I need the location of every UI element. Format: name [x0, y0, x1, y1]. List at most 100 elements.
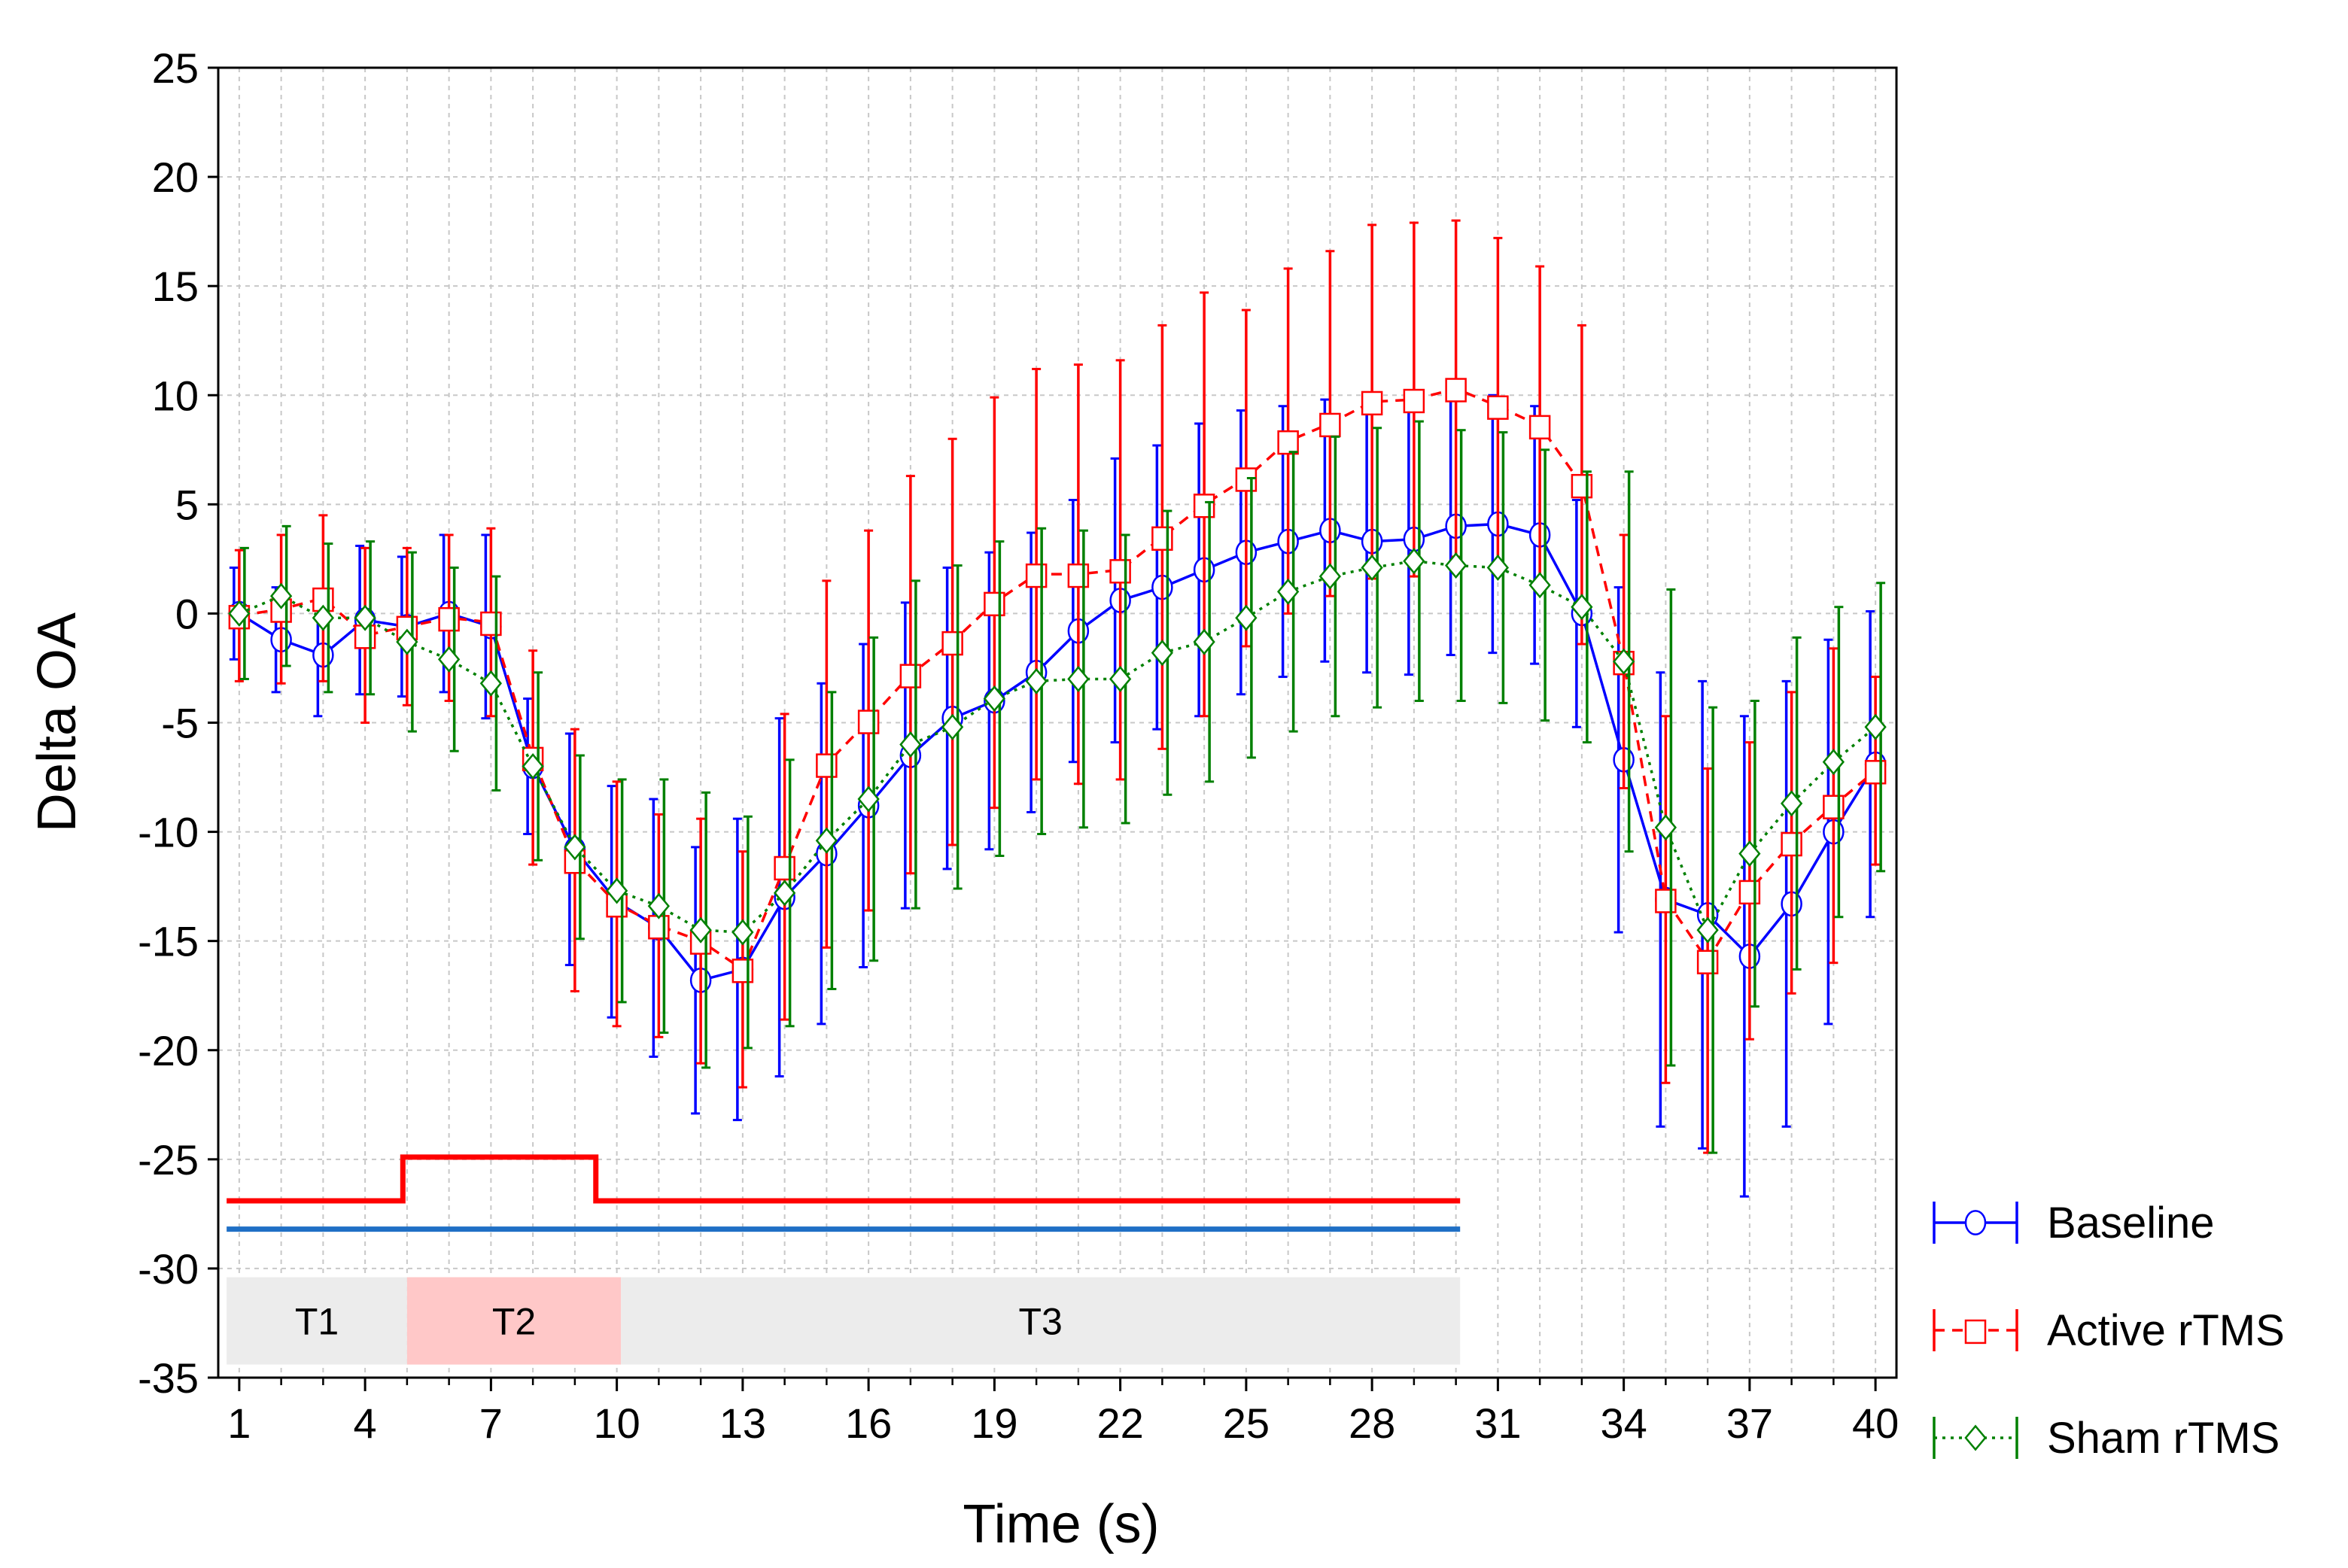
data-point [1403, 548, 1425, 575]
phase-band [406, 1277, 622, 1365]
series-group [228, 219, 1887, 1198]
phase-bands: T1 T2 T3 [227, 1277, 1461, 1365]
phase-label: T1 [295, 1301, 339, 1343]
x-tick-label: 37 [1726, 1399, 1773, 1447]
series-line [238, 522, 1877, 982]
data-point [941, 631, 963, 656]
data-point [773, 880, 796, 907]
x-tick-label: 31 [1474, 1399, 1521, 1447]
data-point [1864, 760, 1887, 785]
legend: Baseline Active rTMS Sham rTMS [1933, 1199, 2285, 1463]
data-point [857, 710, 880, 734]
data-point [1528, 415, 1551, 440]
y-tick-label: 0 [175, 590, 199, 637]
data-point [564, 834, 586, 861]
data-point [1822, 749, 1845, 776]
data-point [984, 591, 1005, 617]
data-point [983, 685, 1006, 713]
y-tick-label: -30 [138, 1245, 199, 1293]
data-point [1964, 1424, 1987, 1451]
series-line [239, 387, 1877, 972]
legend-item: Baseline [1933, 1199, 2214, 1247]
y-tick-label: -15 [138, 918, 199, 965]
data-point [815, 827, 838, 854]
data-point [1445, 378, 1467, 403]
data-point [1738, 880, 1761, 905]
y-tick-label: 10 [152, 372, 199, 419]
y-tick-label: 20 [152, 153, 199, 201]
phase-label: T2 [492, 1301, 536, 1343]
data-point [1277, 430, 1299, 455]
data-point [605, 877, 628, 904]
data-point [1571, 473, 1593, 499]
data-point [269, 582, 293, 609]
y-tick-label: -35 [138, 1354, 199, 1402]
data-point [479, 670, 503, 697]
x-tick-label: 1 [227, 1399, 251, 1447]
legend-label: Baseline [2047, 1199, 2214, 1247]
data-point [1403, 388, 1425, 414]
data-point [1235, 604, 1258, 631]
legend-item: Active rTMS [1933, 1306, 2285, 1355]
data-point [1571, 594, 1593, 621]
data-point [816, 753, 838, 778]
data-point [1151, 640, 1174, 667]
y-tick-label: -5 [161, 700, 199, 747]
data-point [1067, 665, 1090, 693]
data-point [1964, 1210, 1987, 1235]
data-point [731, 959, 754, 983]
data-point [1486, 554, 1510, 582]
x-axis-label: Time (s) [963, 1494, 1159, 1554]
data-point [437, 646, 461, 673]
data-point [899, 664, 922, 688]
x-tick-label: 7 [479, 1399, 503, 1447]
stimulus-line [227, 1154, 1461, 1204]
data-point [1864, 713, 1887, 740]
series-sham-rtms [228, 420, 1887, 1154]
data-point [1319, 412, 1341, 438]
x-tick-label: 34 [1600, 1399, 1647, 1447]
series-line [239, 560, 1877, 934]
legend-label: Active rTMS [2047, 1306, 2285, 1355]
data-point [1612, 648, 1635, 675]
data-point [1025, 667, 1048, 694]
phase-band [621, 1277, 1461, 1365]
data-point [1655, 889, 1677, 913]
data-point [731, 919, 754, 946]
y-tick-label: 5 [175, 481, 199, 528]
legend-label: Sham rTMS [2047, 1414, 2280, 1463]
x-tick-label: 16 [845, 1399, 892, 1447]
y-tick-label: -25 [138, 1136, 199, 1184]
y-tick-label: 25 [152, 44, 199, 92]
data-point [1193, 628, 1215, 655]
x-tick-label: 40 [1852, 1399, 1899, 1447]
x-tick-label: 28 [1349, 1399, 1395, 1447]
x-tick-label: 10 [593, 1399, 640, 1447]
data-point [480, 611, 502, 637]
data-point [647, 892, 671, 919]
y-axis-label: Delta OA [27, 612, 87, 832]
data-point [522, 752, 544, 780]
data-point [1487, 395, 1509, 420]
y-tick-label: 15 [152, 263, 199, 310]
y-tick-label: -10 [138, 809, 199, 856]
data-point [1654, 814, 1677, 841]
x-tick-label: 25 [1223, 1399, 1270, 1447]
data-point [1781, 831, 1802, 857]
data-point [648, 915, 670, 940]
data-point [1361, 554, 1383, 582]
data-point [1964, 1319, 1987, 1345]
data-point [857, 786, 880, 813]
data-point [1025, 563, 1048, 588]
data-point [438, 606, 460, 632]
data-point [1235, 467, 1258, 492]
data-point [899, 731, 922, 758]
y-axis: 25 20 15 10 5 0 -5 -10 -15 -20 -25 -30 -35 [138, 44, 218, 1402]
data-point [1780, 790, 1803, 817]
x-tick-label: 19 [971, 1399, 1017, 1447]
x-axis: 1 4 7 10 13 16 19 22 25 28 31 34 37 40 [227, 1378, 1899, 1447]
data-point [774, 855, 795, 881]
phase-band [227, 1277, 407, 1365]
data-point [689, 916, 712, 944]
